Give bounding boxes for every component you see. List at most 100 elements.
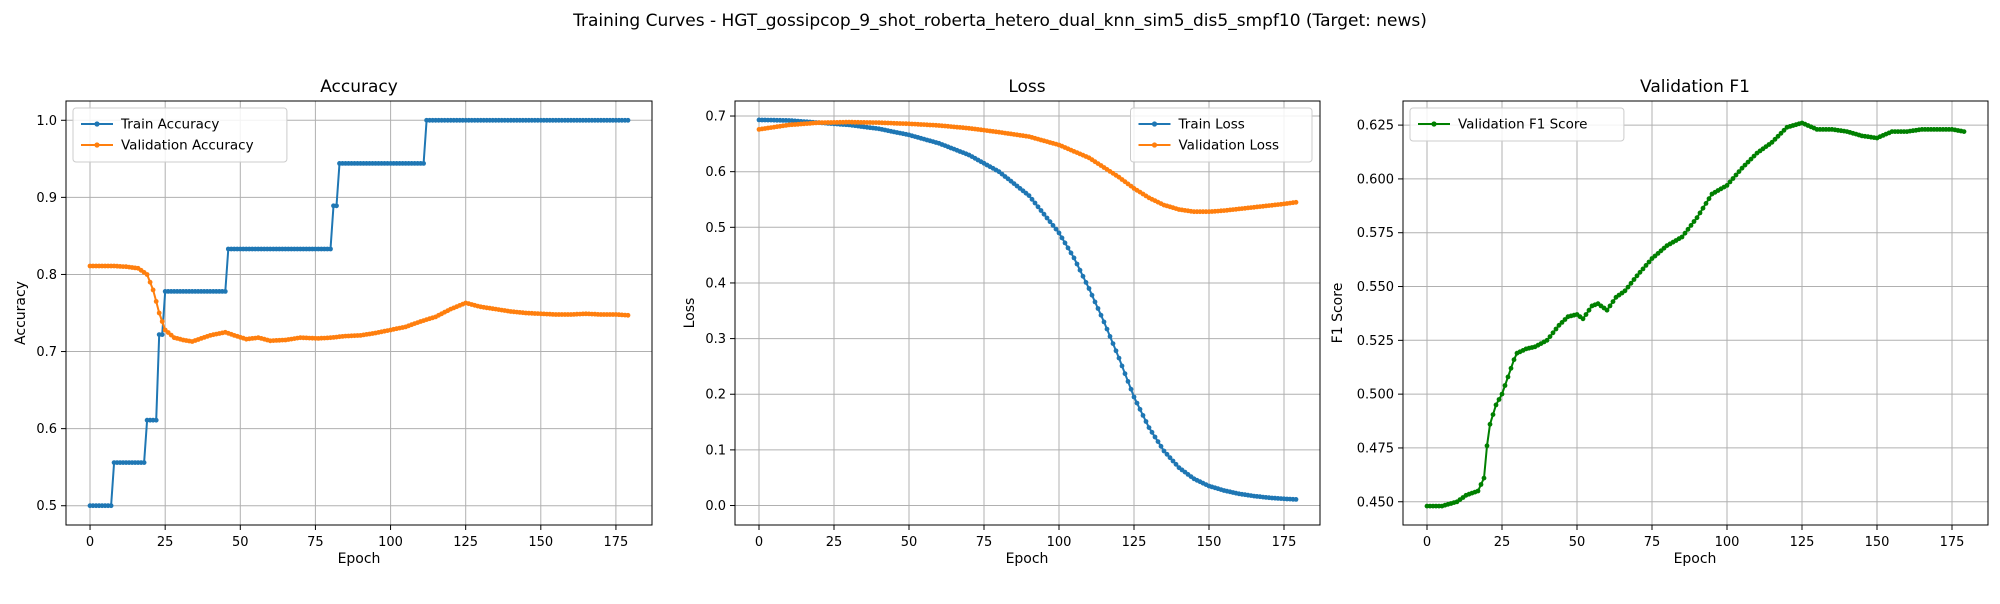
loss-y-tick-label: 0.7	[705, 110, 726, 125]
loss-data-point	[1086, 286, 1092, 291]
loss-data-point	[1293, 497, 1299, 502]
accuracy-data-point	[108, 503, 114, 509]
loss-data-point	[1035, 204, 1041, 210]
loss-data-point	[1146, 425, 1152, 430]
f1-data-point	[1553, 326, 1559, 332]
accuracy-data-point	[159, 332, 165, 337]
loss-data-point	[1053, 226, 1059, 232]
accuracy-x-tick-label: 100	[378, 535, 403, 550]
loss-y-tick-label: 0.4	[705, 276, 726, 291]
f1-data-point	[1739, 165, 1745, 171]
f1-data-point	[1706, 196, 1712, 202]
loss-data-point	[1044, 215, 1050, 221]
loss-data-point	[1089, 292, 1095, 298]
accuracy-legend-marker	[94, 142, 100, 148]
loss-data-point	[1107, 334, 1113, 339]
accuracy-data-point	[328, 246, 333, 252]
loss-y-tick-label: 0.5	[705, 221, 726, 236]
loss-data-point	[1293, 199, 1299, 205]
loss-panel: Loss Epoch Loss 0 25 50 75 100 125 150 175 0.0 0.…	[682, 77, 1321, 567]
accuracy-x-tick-label: 175	[604, 535, 629, 550]
loss-grid	[735, 101, 1320, 525]
accuracy-data-point	[156, 310, 162, 316]
f1-data-point	[1751, 153, 1757, 159]
accuracy-data-point	[625, 312, 631, 318]
f1-x-tick-label: 150	[1865, 535, 1890, 550]
f1-y-tick-label: 0.500	[1357, 388, 1394, 403]
f1-data-point	[1742, 162, 1748, 168]
f1-data-point	[1700, 205, 1706, 211]
loss-data-point	[1125, 379, 1131, 384]
f1-data-point	[1637, 269, 1643, 275]
loss-data-point	[1062, 240, 1068, 246]
loss-series-1	[756, 119, 1299, 215]
f1-data-point	[1769, 139, 1775, 145]
accuracy-data-point	[159, 319, 165, 324]
f1-data-point	[1631, 277, 1637, 282]
f1-data-point	[1691, 219, 1697, 224]
accuracy-legend-box	[72, 107, 288, 163]
loss-y-tick-label: 0.0	[705, 499, 726, 514]
accuracy-x-tick-label: 25	[157, 535, 174, 550]
f1-legend-marker	[1431, 121, 1437, 127]
loss-data-point	[1026, 193, 1032, 199]
f1-legend-label: Validation F1 Score	[1458, 117, 1587, 133]
f1-x-tick-label: 50	[1569, 535, 1586, 550]
f1-data-point	[1559, 320, 1565, 325]
loss-data-point	[1104, 326, 1110, 332]
f1-data-point	[1634, 273, 1640, 279]
loss-data-point	[1032, 200, 1038, 206]
f1-data-point	[1682, 230, 1688, 236]
accuracy-y-tick-label: 0.9	[36, 191, 57, 206]
loss-data-point	[1056, 230, 1062, 236]
accuracy-y-tick-label: 0.6	[36, 422, 57, 437]
f1-data-point	[1481, 475, 1487, 481]
accuracy-data-point	[147, 279, 153, 285]
accuracy-y-tick-label: 0.5	[36, 499, 57, 514]
loss-data-point	[1098, 312, 1104, 318]
f1-data-point	[1607, 303, 1613, 309]
loss-data-point	[1122, 371, 1128, 377]
f1-panel: Validation F1 Epoch F1 Score 0 25 50 75 100 1…	[1330, 77, 1989, 567]
accuracy-legend: Train Accuracy Validation Accuracy	[72, 107, 288, 163]
loss-legend: Train Loss Validation Loss	[1130, 107, 1313, 163]
accuracy-legend-label: Train Accuracy	[120, 117, 219, 133]
f1-y-axis-label: F1 Score	[1330, 283, 1346, 344]
accuracy-panel: Accuracy Epoch Accuracy 0 25 50 75 100 125 150…	[13, 77, 653, 567]
f1-y-tick-label: 0.475	[1357, 441, 1394, 456]
f1-data-point	[1730, 176, 1736, 181]
accuracy-x-tick-label: 50	[232, 535, 249, 550]
loss-y-tick-label: 0.1	[705, 443, 726, 458]
loss-data-point	[1131, 394, 1137, 400]
loss-data-point	[1047, 219, 1053, 225]
loss-x-tick-label: 0	[755, 535, 763, 550]
f1-series-line	[1427, 122, 1965, 508]
loss-legend-box	[1130, 107, 1313, 163]
loss-data-point	[1059, 235, 1065, 241]
loss-x-axis-label: Epoch	[1006, 551, 1049, 567]
f1-legend: Validation F1 Score	[1409, 107, 1625, 142]
accuracy-data-point	[421, 161, 426, 166]
f1-data-point	[1724, 183, 1730, 188]
loss-data-point	[1143, 419, 1149, 424]
f1-axes-frame	[1402, 100, 1989, 526]
loss-data-point	[1071, 255, 1077, 261]
loss-data-point	[1161, 448, 1167, 454]
loss-data-point	[1077, 267, 1083, 273]
accuracy-x-tick-label: 0	[86, 535, 94, 550]
loss-data-point	[1110, 341, 1116, 346]
loss-data-point	[1128, 386, 1134, 392]
loss-y-axis-label: Loss	[682, 298, 698, 329]
accuracy-legend-marker	[94, 121, 100, 127]
loss-x-tick-label: 50	[901, 535, 918, 550]
loss-data-point	[1065, 245, 1071, 251]
f1-data-point	[1478, 482, 1484, 487]
f1-y-tick-label: 0.600	[1357, 172, 1394, 187]
loss-data-point	[1155, 439, 1161, 444]
f1-data-point	[1625, 284, 1631, 290]
loss-data-point	[1038, 208, 1044, 213]
f1-data-point	[1550, 330, 1556, 336]
loss-y-tick-label: 0.3	[705, 332, 726, 347]
